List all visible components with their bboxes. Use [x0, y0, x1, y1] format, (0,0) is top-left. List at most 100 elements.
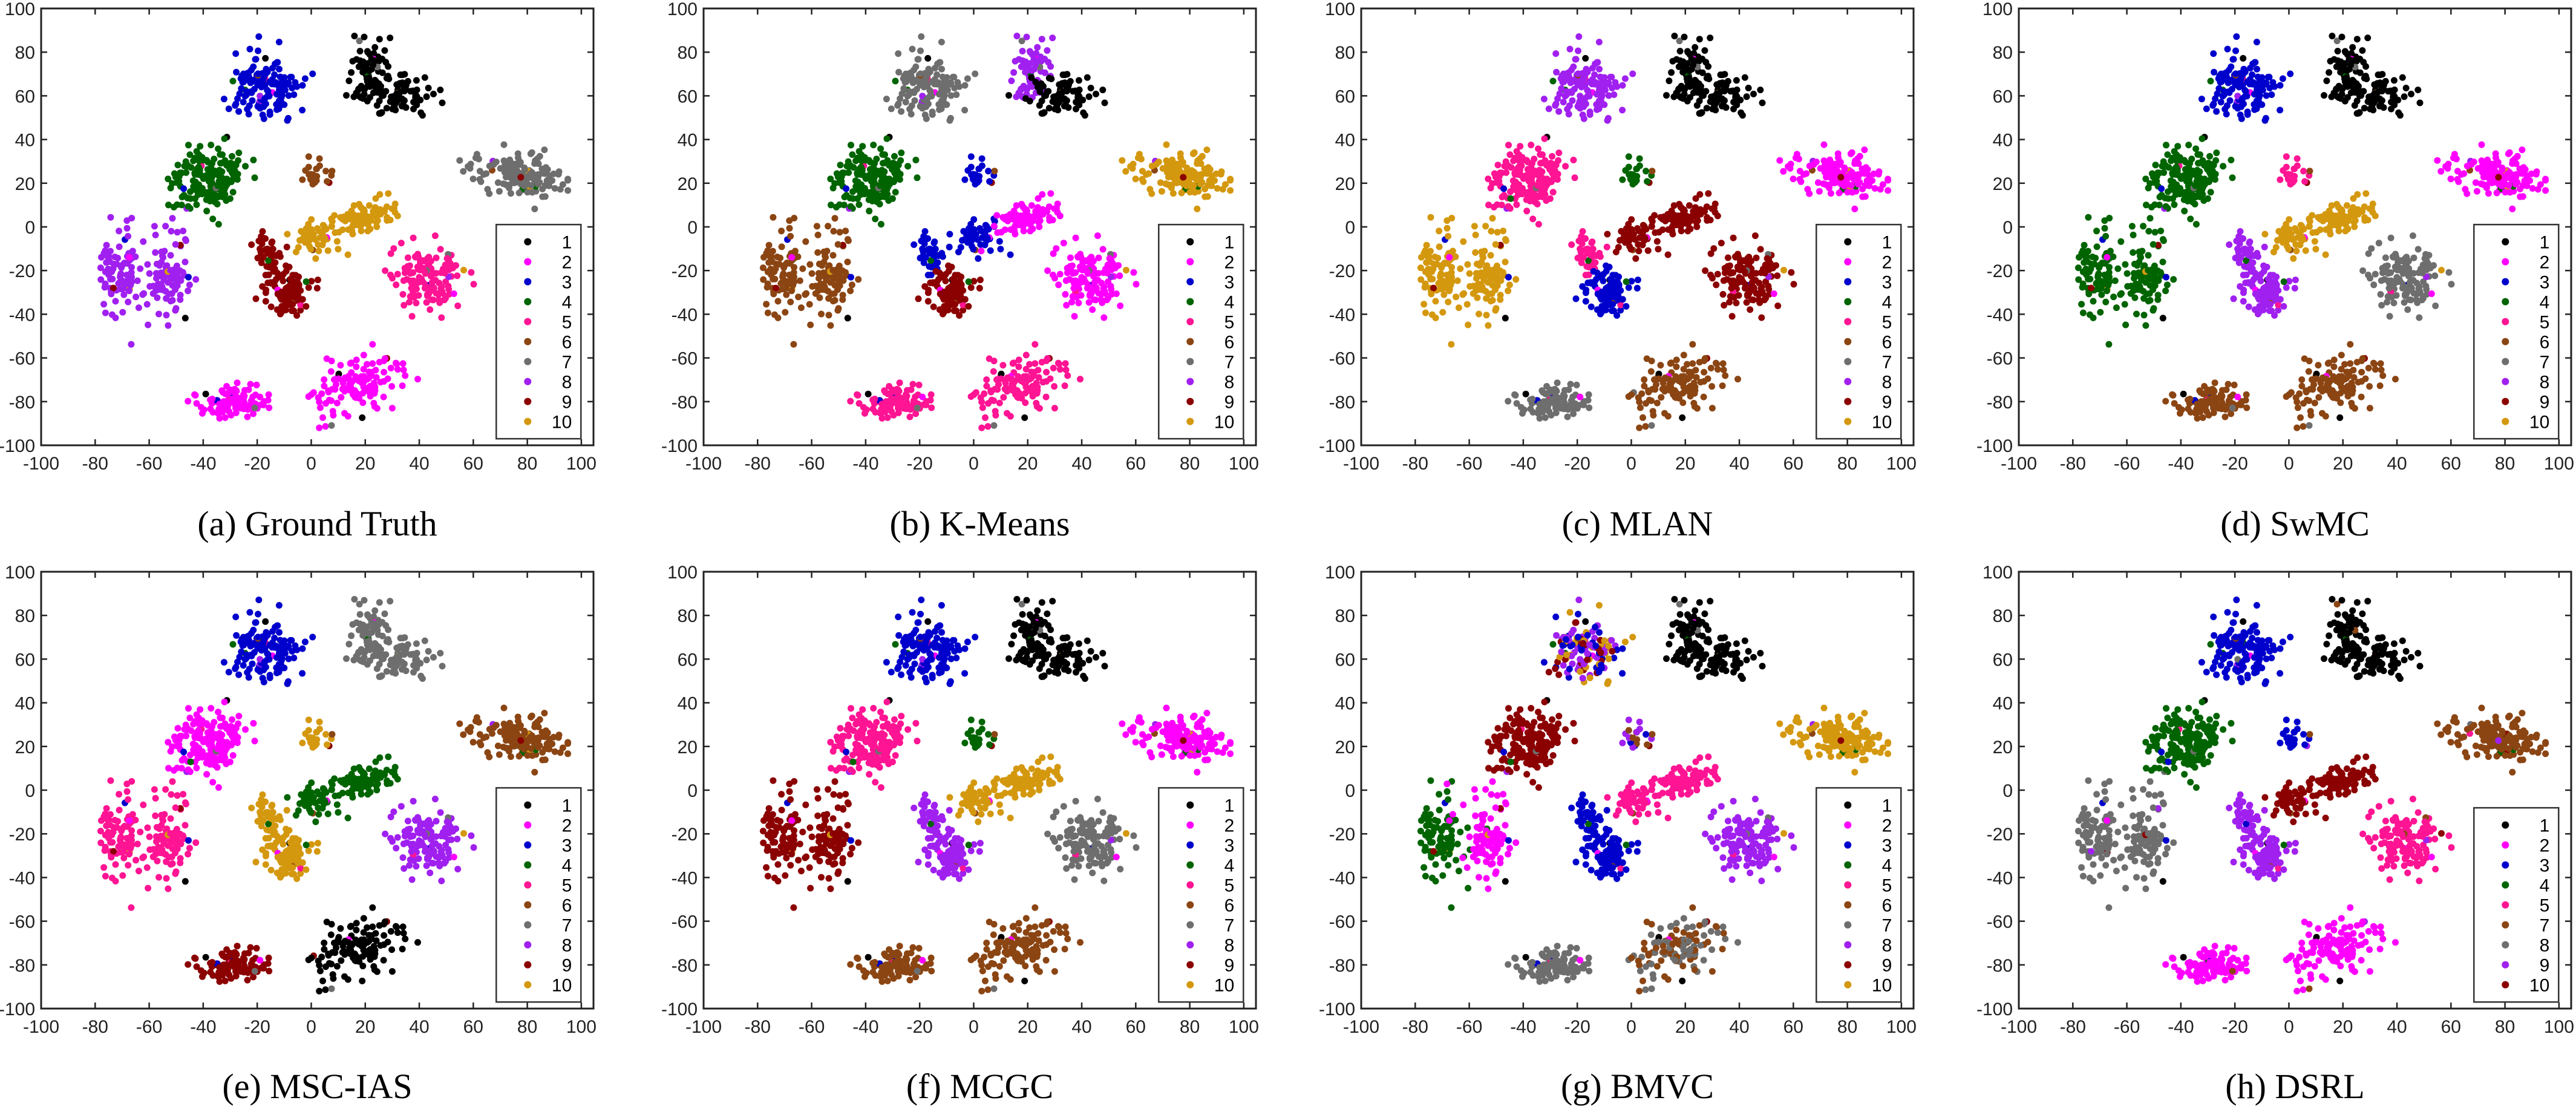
- data-point: [2214, 90, 2221, 97]
- data-point: [1621, 232, 1628, 238]
- data-point: [1785, 163, 1792, 170]
- data-point: [1584, 87, 1591, 94]
- data-point: [1621, 75, 1629, 82]
- data-point: [321, 376, 328, 383]
- data-point: [168, 275, 175, 283]
- data-point: [421, 268, 428, 275]
- data-point: [935, 79, 942, 86]
- data-point: [953, 91, 960, 98]
- data-point: [564, 187, 572, 194]
- data-point: [521, 166, 528, 173]
- data-point: [1859, 185, 1866, 192]
- data-point: [1745, 85, 1752, 91]
- data-point: [1529, 215, 1537, 223]
- data-point: [152, 249, 159, 256]
- data-point: [927, 271, 935, 278]
- data-point: [1817, 165, 1824, 172]
- data-point: [1679, 390, 1687, 397]
- data-point: [255, 47, 261, 54]
- data-point: [1455, 304, 1462, 312]
- data-point: [410, 99, 417, 106]
- x-tick-label: -100: [1343, 454, 1379, 474]
- data-point: [1506, 281, 1513, 289]
- legend-label: 3: [1224, 273, 1235, 293]
- data-point: [1651, 212, 1658, 219]
- data-point: [1553, 68, 1560, 76]
- data-point: [172, 241, 179, 248]
- scatter-plot: -100 -80 -60 -40 -20 0 20 40 60 80 100100806040200…: [1319, 0, 1917, 474]
- data-point: [927, 391, 935, 398]
- data-point: [185, 273, 192, 281]
- data-point: [895, 50, 902, 57]
- data-point: [341, 385, 348, 392]
- data-point: [1534, 410, 1541, 417]
- data-point: [1077, 266, 1084, 273]
- data-point: [2255, 101, 2263, 108]
- data-point: [2401, 93, 2408, 100]
- data-point: [1198, 178, 1206, 186]
- data-point: [1572, 295, 1580, 303]
- data-point: [1018, 201, 1025, 208]
- data-point: [106, 258, 113, 265]
- data-point: [909, 381, 917, 388]
- data-point: [767, 253, 774, 260]
- data-point: [2266, 73, 2273, 80]
- data-point: [1688, 213, 1695, 220]
- data-point: [769, 258, 776, 265]
- data-point: [1605, 92, 1612, 99]
- data-point: [380, 92, 387, 99]
- data-point: [302, 303, 310, 310]
- data-point: [1569, 97, 1576, 104]
- data-point: [1457, 265, 1464, 272]
- data-point: [203, 195, 211, 203]
- data-point: [351, 393, 359, 401]
- data-point: [181, 315, 189, 322]
- data-point: [1483, 312, 1490, 319]
- data-point: [859, 143, 866, 150]
- data-point: [970, 216, 978, 223]
- data-point: [845, 237, 852, 244]
- data-point: [1628, 278, 1635, 285]
- data-point: [1523, 157, 1530, 164]
- data-point: [1078, 274, 1085, 281]
- data-point: [328, 422, 335, 429]
- data-point: [278, 289, 286, 295]
- data-point: [388, 405, 396, 412]
- data-point: [1721, 71, 1728, 78]
- data-point: [531, 205, 538, 212]
- data-point: [243, 73, 249, 80]
- data-point: [1634, 225, 1641, 232]
- data-point: [1488, 290, 1496, 297]
- data-point: [215, 145, 222, 152]
- data-point: [1711, 200, 1719, 208]
- data-point: [985, 400, 992, 407]
- data-point: [1015, 90, 1022, 97]
- data-point: [1856, 152, 1863, 160]
- data-point: [1162, 180, 1169, 188]
- data-point: [1043, 368, 1050, 376]
- data-point: [1039, 110, 1047, 117]
- data-point: [132, 293, 140, 301]
- data-point: [1034, 83, 1041, 91]
- data-point: [383, 74, 390, 82]
- x-tick-label: 40: [1729, 454, 1749, 474]
- data-point: [364, 227, 371, 235]
- legend-label: 6: [562, 333, 572, 353]
- data-point: [902, 99, 909, 106]
- data-point: [1586, 111, 1594, 118]
- data-point: [218, 186, 226, 193]
- data-point: [1056, 366, 1064, 373]
- data-point: [1023, 67, 1030, 74]
- data-point: [1485, 201, 1492, 209]
- data-point: [249, 78, 256, 85]
- data-point: [927, 280, 934, 286]
- data-point: [283, 262, 290, 269]
- data-point: [356, 201, 363, 208]
- data-point: [1619, 106, 1626, 114]
- data-point: [1088, 290, 1095, 297]
- data-point: [881, 186, 888, 193]
- data-point: [2277, 82, 2284, 89]
- data-point: [185, 287, 192, 295]
- data-point: [1503, 169, 1510, 176]
- data-point: [1636, 162, 1643, 169]
